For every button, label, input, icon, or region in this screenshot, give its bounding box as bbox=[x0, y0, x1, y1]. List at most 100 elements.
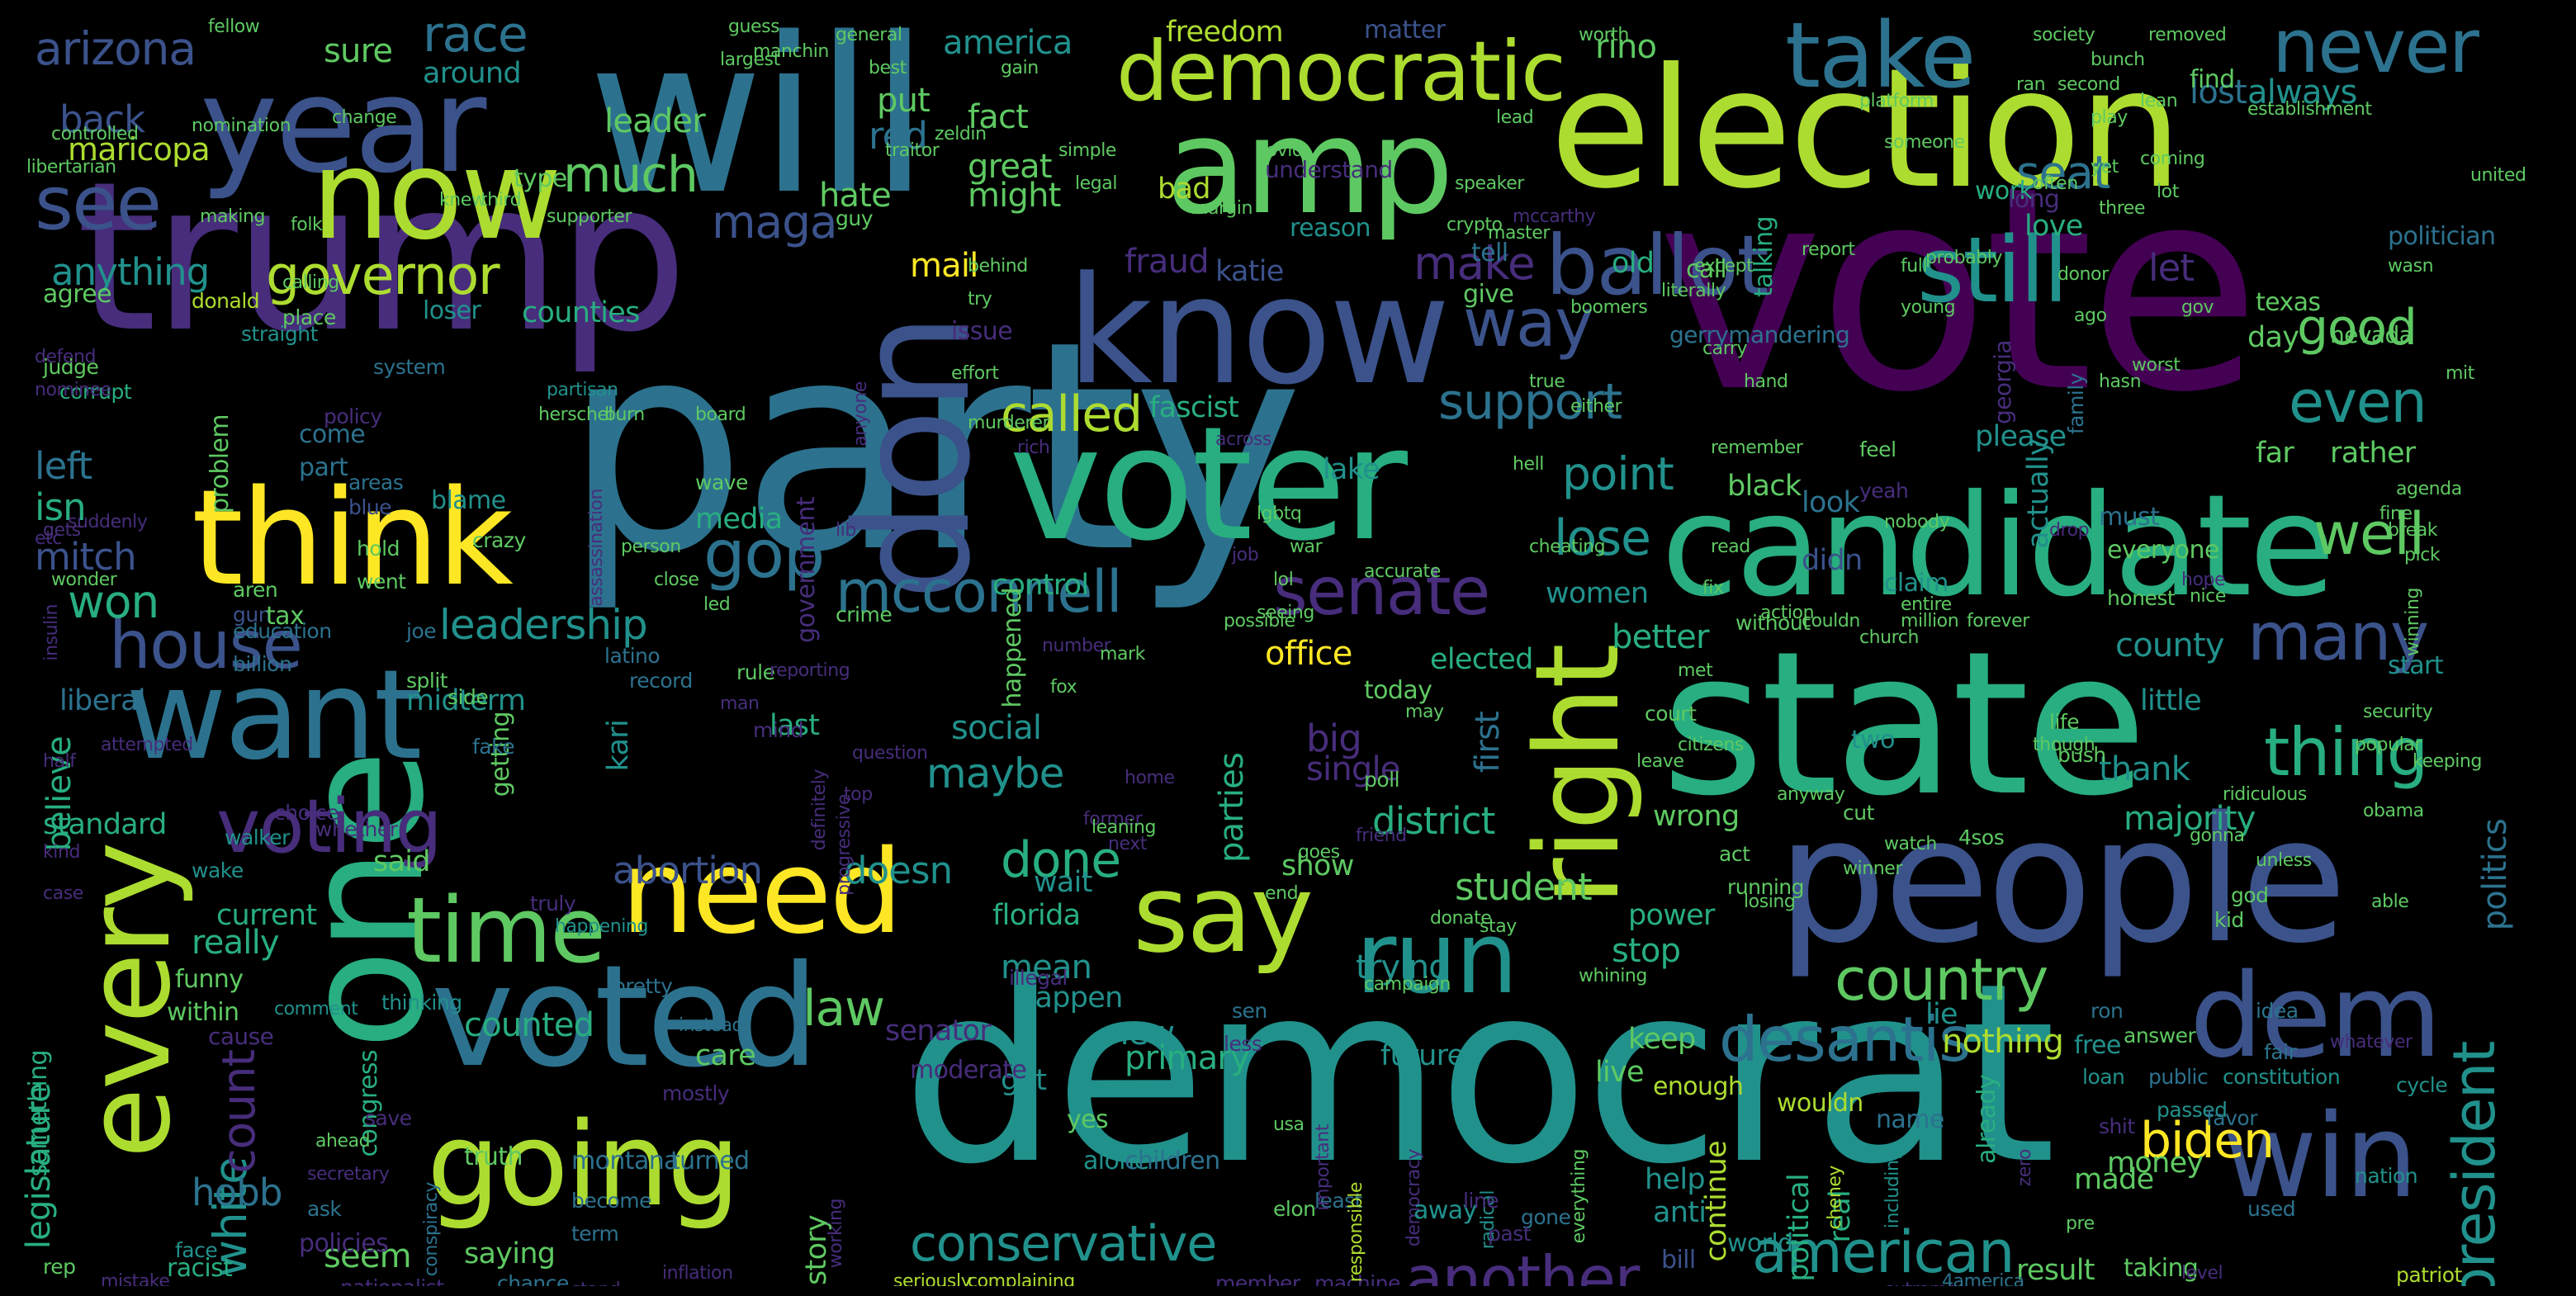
word-governor: governor bbox=[266, 245, 500, 307]
word-good: good bbox=[2297, 299, 2417, 357]
word-happen: happen bbox=[1017, 981, 1123, 1015]
word-face: face bbox=[175, 1238, 218, 1262]
word-able: able bbox=[2371, 892, 2409, 912]
word-two: two bbox=[1851, 726, 1895, 754]
word-assassination: assassination bbox=[586, 489, 607, 607]
word-alone: alone bbox=[1083, 1147, 1149, 1175]
word-billion: billion bbox=[233, 652, 292, 676]
word-board: board bbox=[695, 404, 746, 425]
word-coming: coming bbox=[2140, 149, 2205, 169]
word-issue: issue bbox=[951, 317, 1013, 346]
word-read: read bbox=[1711, 537, 1750, 557]
word-wait: wait bbox=[1034, 866, 1092, 899]
word-wrong: wrong bbox=[1653, 800, 1740, 833]
word-work: work bbox=[1975, 177, 2034, 206]
word-cloud: vote party democrat trump will election state p… bbox=[10, 10, 2566, 1286]
word-funny: funny bbox=[175, 965, 244, 994]
word-patriot: patriot bbox=[2396, 1263, 2462, 1286]
word-wasn: wasn bbox=[2388, 256, 2434, 277]
word-man: man bbox=[720, 693, 760, 714]
word-thinking: thinking bbox=[381, 991, 462, 1015]
word-fair: fair bbox=[2264, 1040, 2297, 1064]
word-come: come bbox=[299, 420, 366, 449]
word-lake: lake bbox=[1323, 453, 1380, 486]
word-progressive: progressive bbox=[834, 794, 855, 896]
word-government: government bbox=[792, 497, 821, 643]
word-family: family bbox=[2064, 373, 2088, 435]
word-keep: keep bbox=[1628, 1023, 1696, 1056]
word-blue: blue bbox=[348, 495, 392, 519]
word-often: often bbox=[2033, 173, 2078, 194]
word-doesn: doesn bbox=[844, 849, 953, 892]
word-sure: sure bbox=[324, 32, 393, 70]
word-donate: donate bbox=[1430, 908, 1492, 929]
word-new: new bbox=[1108, 1015, 1175, 1052]
word-now: now bbox=[311, 124, 562, 267]
word-vote: vote bbox=[1657, 127, 2261, 454]
word-general: general bbox=[836, 25, 902, 45]
word-day: day bbox=[2247, 321, 2299, 354]
word-loan: loan bbox=[2082, 1065, 2125, 1089]
word-help: help bbox=[1645, 1163, 1706, 1196]
word-florida: florida bbox=[992, 899, 1081, 932]
word-idea: idea bbox=[2256, 999, 2299, 1023]
word-mail: mail bbox=[910, 247, 978, 285]
word-need: need bbox=[621, 825, 902, 960]
word-maga: maga bbox=[712, 196, 838, 248]
word-amp: amp bbox=[1166, 89, 1454, 244]
word-georgia: georgia bbox=[1989, 340, 2016, 424]
word-bunch: bunch bbox=[2091, 50, 2145, 70]
word-shit: shit bbox=[2099, 1114, 2135, 1138]
word-red: red bbox=[869, 114, 928, 158]
word-instead: instead bbox=[679, 1015, 744, 1036]
word-traitor: traitor bbox=[885, 140, 940, 161]
word-dem: dem bbox=[2190, 949, 2442, 1084]
word-removed: removed bbox=[2148, 25, 2227, 45]
word-problem: problem bbox=[206, 414, 234, 513]
word-record: record bbox=[629, 669, 693, 693]
word-gov: gov bbox=[2181, 297, 2214, 318]
word-winning: winning bbox=[2403, 588, 2423, 656]
word-running: running bbox=[1727, 875, 1804, 899]
word-ron: ron bbox=[2091, 999, 2124, 1023]
word-4america: 4america bbox=[1942, 1271, 2024, 1287]
word-drop: drop bbox=[2049, 520, 2090, 541]
word-legal: legal bbox=[1075, 173, 1118, 194]
word-district: district bbox=[1372, 799, 1495, 843]
word-either: either bbox=[1570, 396, 1622, 417]
word-trump: trump bbox=[76, 137, 688, 377]
word-hobb: hobb bbox=[192, 1171, 282, 1214]
word-mccarthy: mccarthy bbox=[1513, 206, 1596, 227]
word-fraud: fraud bbox=[1125, 243, 1210, 281]
word-action: action bbox=[1760, 603, 1815, 623]
word-former: former bbox=[1083, 809, 1143, 830]
word-margin: margin bbox=[1191, 198, 1252, 219]
word-half: half bbox=[43, 751, 76, 772]
word-job: job bbox=[1232, 545, 1259, 565]
word-wave: wave bbox=[695, 471, 748, 494]
word-always: always bbox=[2247, 73, 2357, 111]
word-favor: favor bbox=[2206, 1106, 2258, 1130]
word-tell: tell bbox=[1471, 239, 1508, 267]
word-become: become bbox=[571, 1189, 652, 1213]
word-full: full bbox=[1901, 256, 1928, 277]
word-future: future bbox=[1380, 1039, 1465, 1072]
word-last: last bbox=[769, 709, 820, 742]
word-state: state bbox=[1661, 608, 2147, 840]
word-crime: crime bbox=[836, 603, 893, 627]
word-lol: lol bbox=[1273, 570, 1294, 590]
word-next: next bbox=[1108, 834, 1147, 854]
word-lead: lead bbox=[1496, 107, 1534, 128]
word-year: year bbox=[200, 48, 486, 202]
word-kari: kari bbox=[602, 720, 635, 772]
word-talking: talking bbox=[1750, 216, 1778, 298]
word-place: place bbox=[282, 305, 336, 329]
word-blame: blame bbox=[431, 486, 506, 515]
word-platform: platform bbox=[1859, 91, 1934, 111]
word-home: home bbox=[1125, 768, 1175, 788]
word-world: world bbox=[1727, 1229, 1793, 1258]
word-illegal: illegal bbox=[1009, 966, 1068, 990]
word-children: children bbox=[1125, 1147, 1220, 1175]
word-think: think bbox=[192, 461, 514, 615]
word-thing: thing bbox=[2264, 714, 2428, 791]
